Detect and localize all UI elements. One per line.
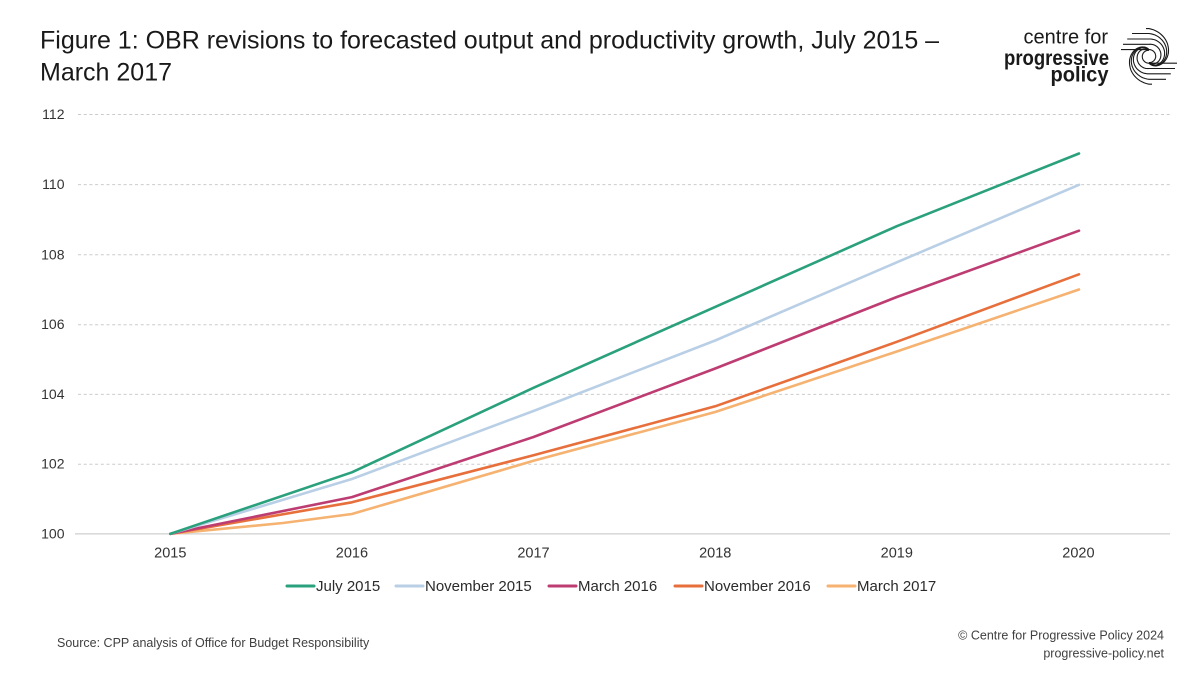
- svg-text:policy: policy: [1051, 63, 1109, 86]
- svg-text:102: 102: [41, 456, 65, 472]
- svg-text:2018: 2018: [699, 546, 731, 562]
- svg-text:centre for: centre for: [1024, 26, 1109, 48]
- svg-text:2015: 2015: [154, 546, 186, 562]
- svg-text:106: 106: [41, 316, 65, 332]
- svg-text:110: 110: [42, 176, 65, 192]
- svg-text:2017: 2017: [517, 546, 549, 562]
- svg-text:March 2017: March 2017: [857, 578, 936, 595]
- svg-text:progressive: progressive: [1004, 47, 1109, 70]
- svg-text:2019: 2019: [881, 546, 913, 562]
- svg-text:Figure 1: OBR revisions to for: Figure 1: OBR revisions to forecasted ou…: [40, 27, 939, 55]
- svg-text:progressive-policy.net: progressive-policy.net: [1043, 647, 1164, 661]
- svg-text:100: 100: [41, 525, 65, 541]
- svg-text:March 2017: March 2017: [40, 58, 172, 86]
- svg-text:March 2016: March 2016: [578, 578, 657, 595]
- svg-text:© Centre for Progressive Polic: © Centre for Progressive Policy 2024: [958, 629, 1164, 643]
- svg-text:2020: 2020: [1062, 546, 1094, 562]
- svg-text:2016: 2016: [336, 546, 368, 562]
- svg-text:104: 104: [41, 386, 65, 402]
- svg-text:November 2015: November 2015: [425, 578, 532, 595]
- svg-text:Source: CPP analysis of Office: Source: CPP analysis of Office for Budge…: [57, 636, 370, 650]
- svg-text:108: 108: [41, 246, 65, 262]
- svg-text:July 2015: July 2015: [316, 578, 380, 595]
- svg-text:112: 112: [42, 106, 65, 122]
- svg-text:November 2016: November 2016: [704, 578, 811, 595]
